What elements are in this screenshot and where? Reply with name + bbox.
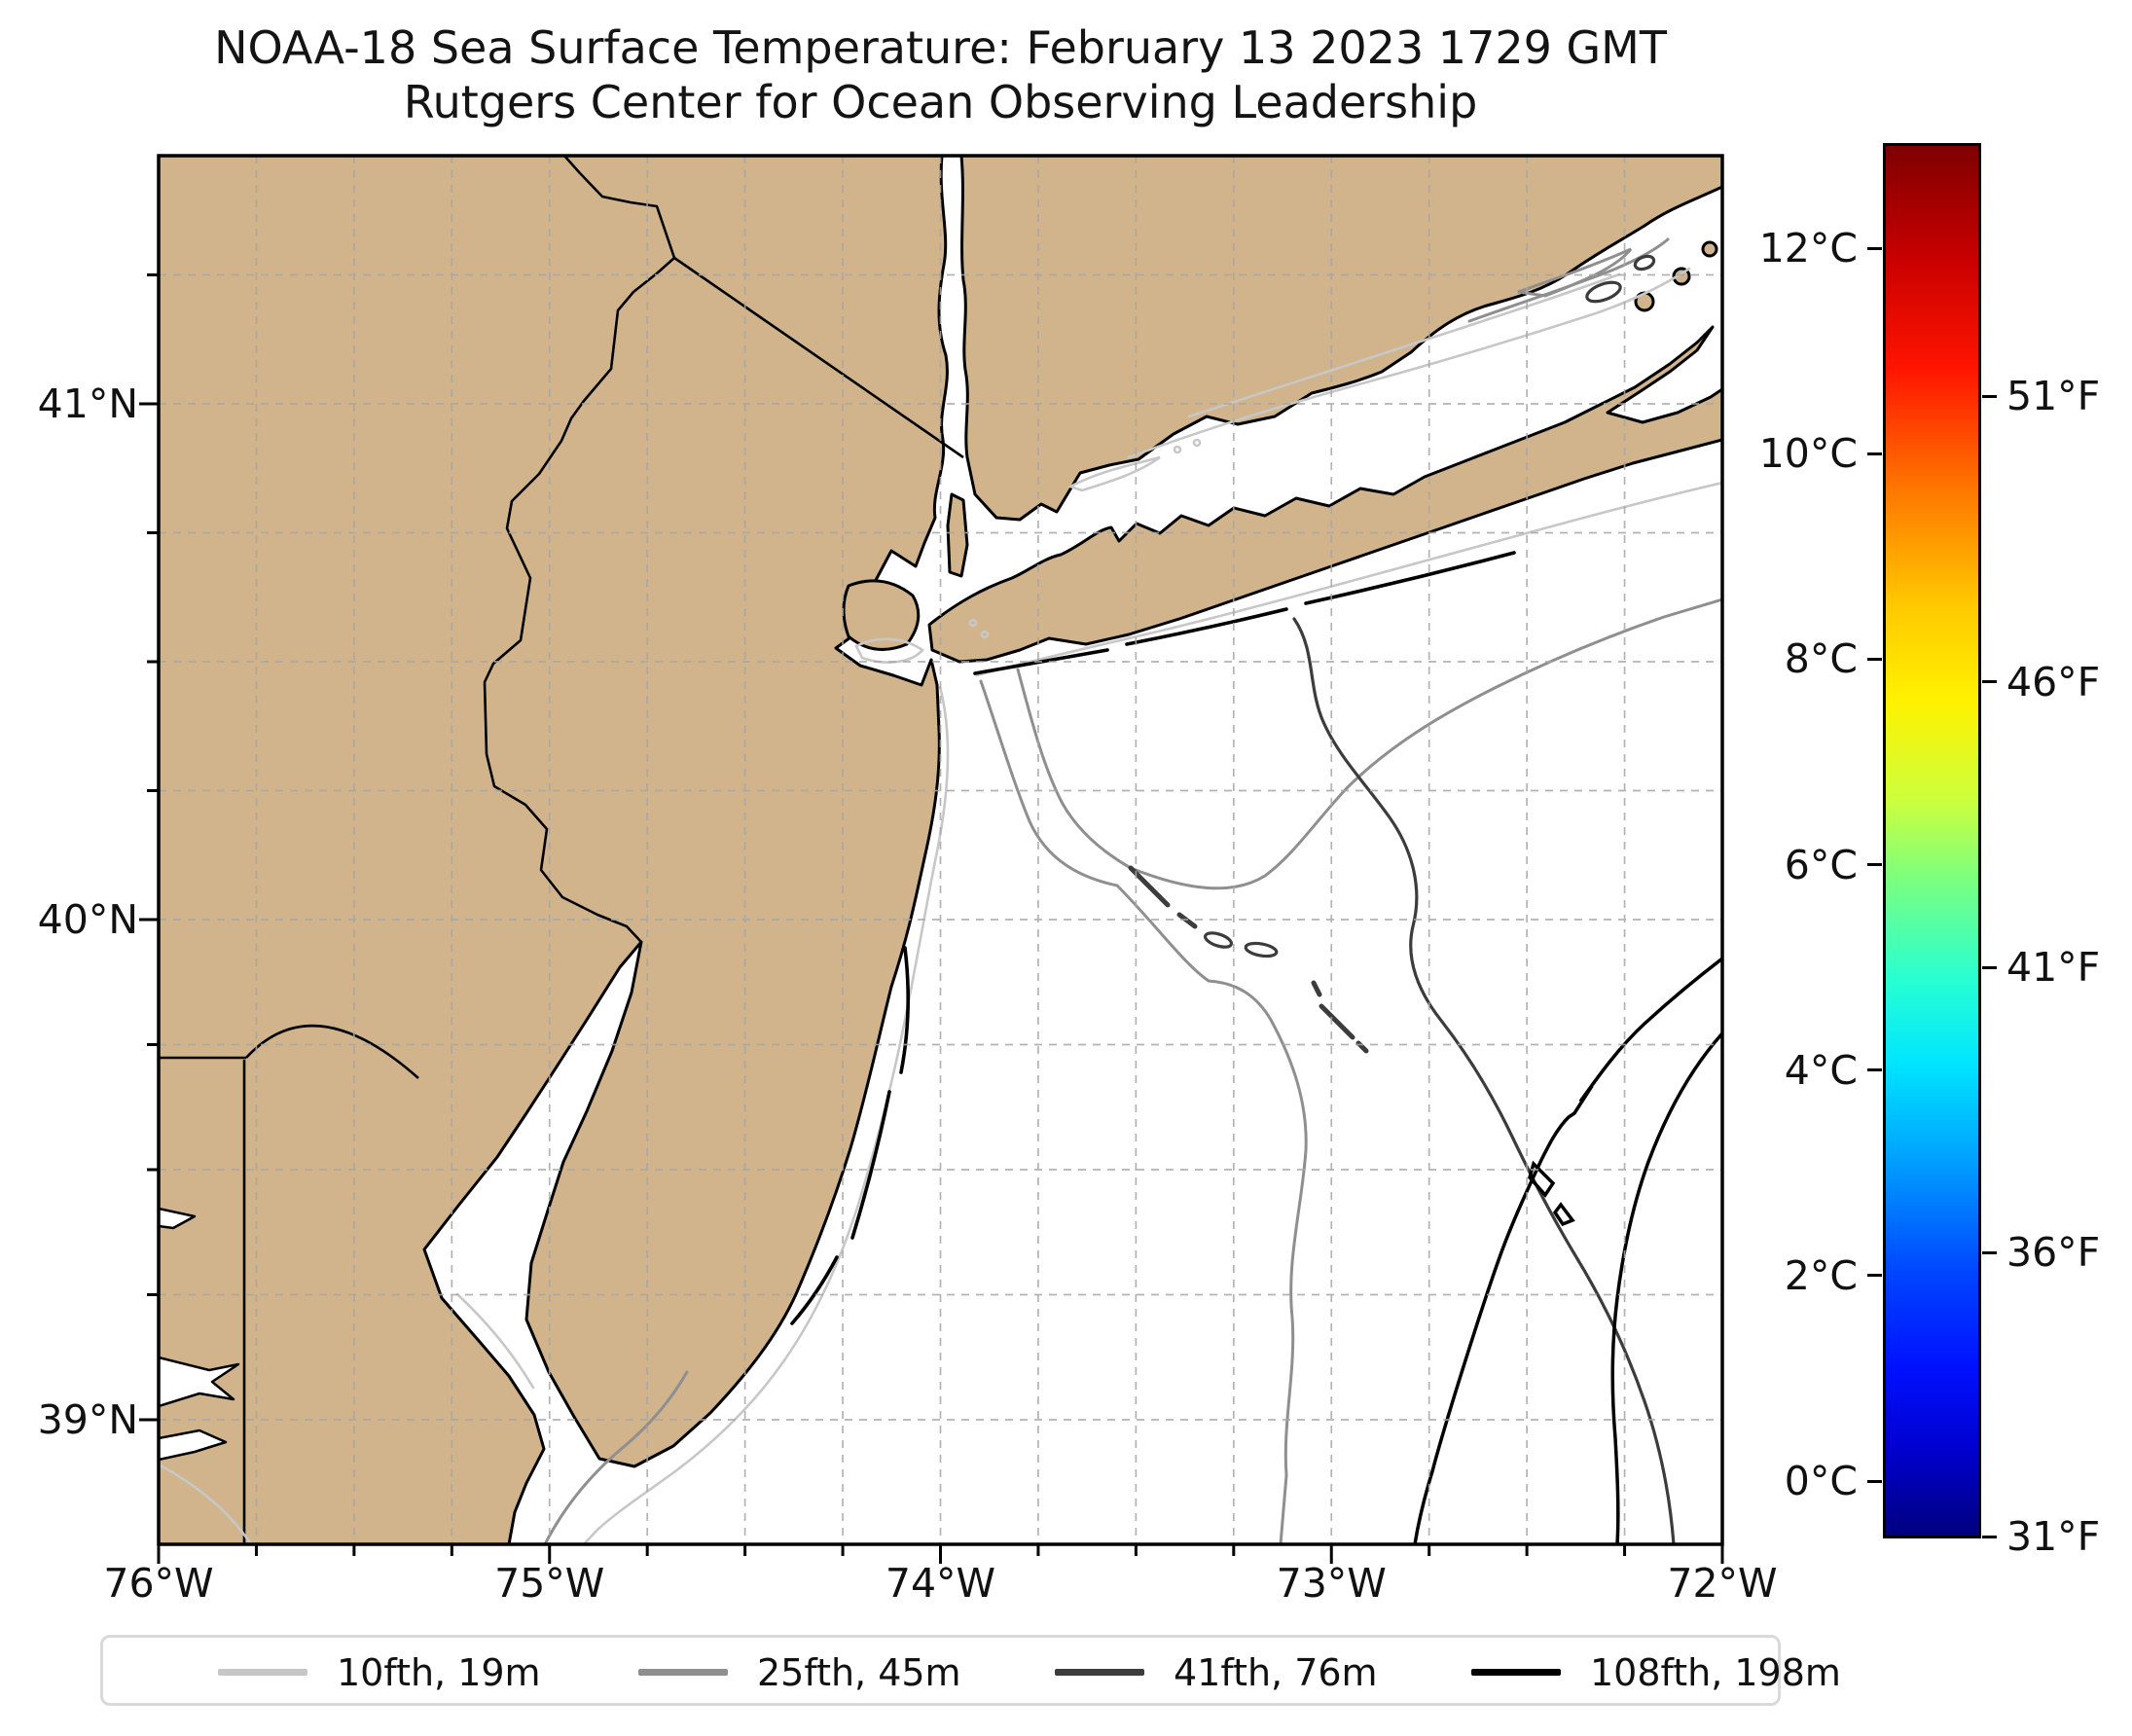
- land-manhattan: [946, 492, 969, 578]
- colorbar-label-celsius: 2°C: [1784, 1251, 1858, 1299]
- colorbar-tick-c: [1867, 1274, 1882, 1278]
- border-delaware-river: [483, 156, 676, 943]
- legend-item-label: 108fth, 198m: [1590, 1650, 1841, 1694]
- x-tick-label: 76°W: [103, 1560, 214, 1607]
- legend: 10fth, 19m 25fth, 45m 41fth, 76m 108fth, 19…: [100, 1635, 1841, 1706]
- colorbar-label-fahrenheit: 41°F: [2006, 944, 2101, 992]
- y-tick-label: 41°N: [37, 380, 138, 427]
- axis-ticks: [139, 273, 1724, 1564]
- colorbar-label-celsius: 6°C: [1784, 841, 1858, 888]
- graticule: [159, 156, 1722, 1544]
- legend-item-label: 10fth, 19m: [337, 1650, 541, 1694]
- x-tick-label: 73°W: [1276, 1560, 1387, 1607]
- colorbar-tick-c: [1867, 657, 1882, 661]
- island-3: [1701, 240, 1718, 258]
- state-borders: [159, 156, 964, 1544]
- legend-item: 25fth, 45m: [638, 1651, 1047, 1694]
- legend-item: 41fth, 76m: [1055, 1651, 1463, 1694]
- colorbar-tick-f: [1982, 965, 1997, 969]
- legend-item-label: 25fth, 45m: [757, 1650, 961, 1694]
- colorbar-label-fahrenheit: 36°F: [2006, 1229, 2101, 1277]
- land-north: [959, 156, 1722, 522]
- legend-line-sample: [1055, 1668, 1144, 1676]
- chart-title-line-1: NOAA-18 Sea Surface Temperature: Februar…: [214, 21, 1667, 74]
- colorbar-tick-f: [1982, 1250, 1997, 1254]
- land-long-island: [927, 325, 1722, 664]
- x-tick-label: 72°W: [1667, 1560, 1778, 1607]
- colorbar-label-fahrenheit: 31°F: [2006, 1513, 2101, 1560]
- colorbar-tick-c: [1867, 1068, 1882, 1072]
- colorbar-label-celsius: 12°C: [1758, 225, 1858, 272]
- border-ny-nj: [673, 256, 964, 459]
- legend-line-sample: [1471, 1668, 1561, 1676]
- colorbar-tick-c: [1867, 1479, 1882, 1483]
- legend-item: 108fth, 198m: [1471, 1651, 1880, 1694]
- y-tick-label: 40°N: [37, 896, 138, 943]
- colorbar-tick-f: [1982, 394, 1997, 398]
- x-tick-label: 74°W: [885, 1560, 996, 1607]
- colorbar-tick-c: [1867, 246, 1882, 250]
- colorbar-label-celsius: 4°C: [1784, 1046, 1858, 1094]
- colorbar-label-celsius: 10°C: [1758, 430, 1858, 478]
- land-staten-island: [842, 579, 921, 651]
- contour-108fth: [1413, 957, 1722, 1544]
- colorbar-label-celsius: 0°C: [1784, 1458, 1858, 1504]
- legend-line-sample: [218, 1668, 307, 1676]
- colorbar-tick-c: [1867, 452, 1882, 455]
- contour-25fth: [543, 237, 1722, 1544]
- inland-bays: [159, 1207, 240, 1462]
- legend-item-label: 41fth, 76m: [1174, 1650, 1378, 1694]
- border-de-arc: [245, 1024, 419, 1079]
- y-tick-label: 39°N: [37, 1396, 138, 1443]
- colorbar-tick-c: [1867, 863, 1882, 867]
- colorbar-label-celsius: 8°C: [1784, 635, 1858, 683]
- colorbar-tick-f: [1982, 1535, 1997, 1538]
- chart-title-line-2: Rutgers Center for Ocean Observing Leade…: [403, 76, 1478, 128]
- legend-item: 10fth, 19m: [218, 1651, 627, 1694]
- colorbar: [1883, 143, 1981, 1538]
- colorbar-label-fahrenheit: 51°F: [2006, 373, 2101, 420]
- colorbar-label-fahrenheit: 46°F: [2006, 658, 2101, 705]
- x-tick-label: 75°W: [494, 1560, 605, 1607]
- colorbar-tick-f: [1982, 680, 1997, 684]
- legend-line-sample: [638, 1668, 728, 1676]
